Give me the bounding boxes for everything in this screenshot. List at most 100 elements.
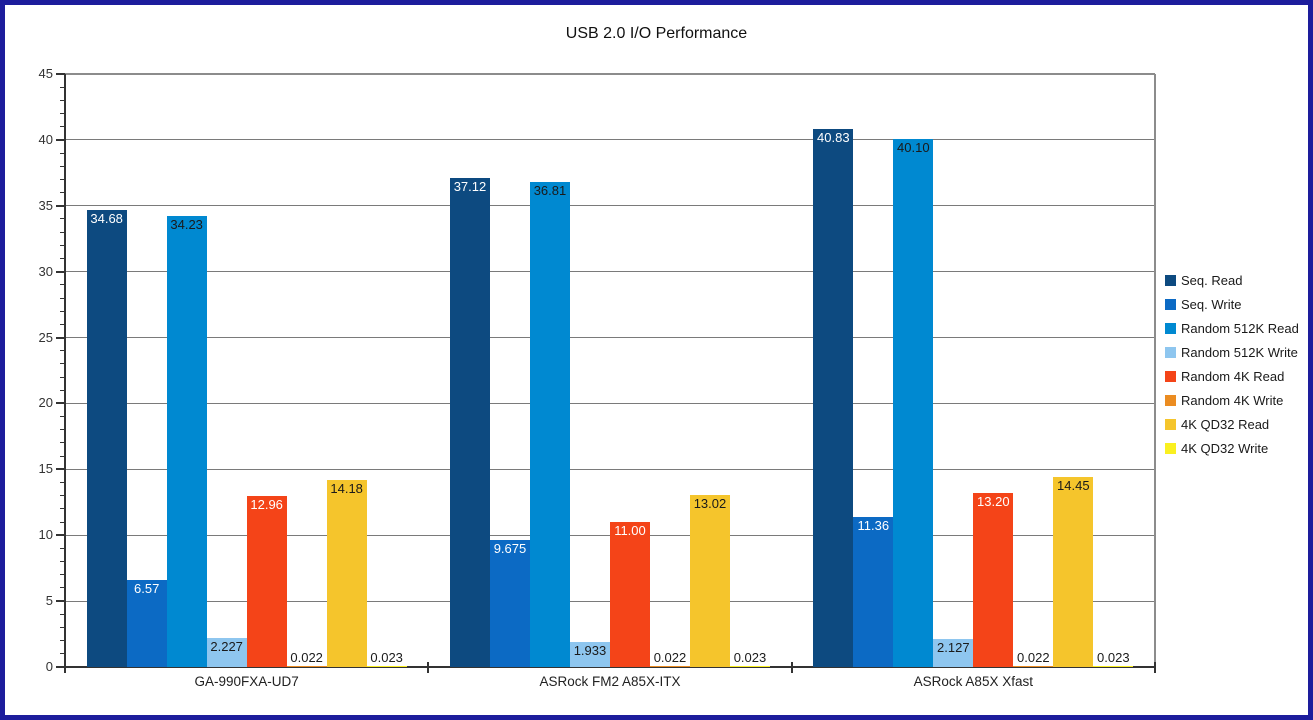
legend-swatch bbox=[1165, 322, 1176, 334]
bar-value-label: 2.227 bbox=[210, 638, 243, 654]
y-major-tick-mark bbox=[56, 270, 65, 273]
bar-value-label: 11.00 bbox=[614, 523, 646, 539]
y-minor-tick-mark bbox=[60, 126, 65, 128]
bar-value-label: 36.81 bbox=[533, 182, 567, 198]
x-axis-tick-mark bbox=[427, 662, 430, 673]
bar-value-label: 0.023 bbox=[1097, 650, 1130, 665]
bar-value-label: 1.933 bbox=[573, 642, 607, 658]
bar-random-4k-read: 13.20 bbox=[973, 493, 1014, 667]
bar-random-4k-read: 12.96 bbox=[246, 496, 287, 667]
y-tick-label: 40 bbox=[38, 131, 53, 147]
legend: Seq. Read Seq. Write Random 512K Read Rando… bbox=[1165, 268, 1299, 460]
plot-area: 34.68 6.57 34.23 2.227 12.96 0.022 14.18 0.023 3… bbox=[64, 73, 1156, 668]
bar-value-label: 13.02 bbox=[693, 496, 727, 512]
y-minor-tick-mark bbox=[60, 482, 65, 483]
gridline bbox=[65, 468, 1155, 470]
plot-border-top bbox=[65, 73, 1155, 75]
y-tick-label: 25 bbox=[38, 329, 53, 345]
y-minor-tick-mark bbox=[60, 165, 65, 167]
bar-value-label: 12.96 bbox=[250, 497, 283, 513]
bar-value-label: 2.127 bbox=[937, 639, 970, 655]
bar-value-label: 34.23 bbox=[170, 216, 203, 232]
bar-random-512k-write: 2.227 bbox=[206, 637, 247, 667]
bar-4k-qd32-read: 14.45 bbox=[1053, 476, 1094, 667]
category-label: GA-990FXA-UD7 bbox=[194, 674, 299, 689]
bar-value-label: 40.10 bbox=[897, 139, 930, 155]
gridline bbox=[65, 337, 1155, 339]
y-minor-tick-mark bbox=[60, 284, 65, 286]
legend-item: Random 512K Write bbox=[1165, 340, 1299, 364]
bar-value-label: 13.20 bbox=[977, 494, 1010, 510]
y-minor-tick-mark bbox=[60, 323, 65, 325]
category-group: 40.83 11.36 40.10 2.127 13.20 0.022 14.45 0.023 bbox=[792, 74, 1155, 667]
y-minor-tick-mark bbox=[60, 495, 65, 497]
gridline bbox=[65, 402, 1155, 404]
bar-seq-write: 9.675 bbox=[489, 539, 530, 667]
gridline bbox=[65, 271, 1155, 273]
legend-item: 4K QD32 Write bbox=[1165, 436, 1299, 460]
bar-random-512k-write: 1.933 bbox=[569, 641, 610, 667]
bar-4k-qd32-read: 14.18 bbox=[326, 480, 367, 667]
y-minor-tick-mark bbox=[60, 653, 65, 655]
y-minor-tick-mark bbox=[60, 192, 65, 194]
x-axis-tick-mark bbox=[64, 662, 66, 673]
legend-swatch bbox=[1165, 346, 1176, 358]
category-label: ASRock A85X Xfast bbox=[913, 674, 1033, 689]
y-minor-tick-mark bbox=[60, 99, 65, 101]
legend-swatch bbox=[1165, 298, 1176, 310]
y-tick-label: 15 bbox=[38, 461, 53, 477]
y-minor-tick-mark bbox=[60, 561, 65, 563]
y-minor-tick-mark bbox=[60, 310, 65, 312]
y-tick-label: 10 bbox=[38, 527, 53, 543]
plot-border-right bbox=[1154, 74, 1156, 667]
y-major-tick-mark bbox=[56, 468, 65, 471]
legend-swatch bbox=[1165, 274, 1176, 286]
legend-label: 4K QD32 Read bbox=[1181, 416, 1270, 432]
y-minor-tick-mark bbox=[60, 547, 65, 549]
legend-label: Random 512K Read bbox=[1181, 320, 1299, 336]
bar-random-4k-write: 0.022 bbox=[649, 650, 690, 667]
y-minor-tick-mark bbox=[60, 626, 65, 628]
y-major-tick-mark bbox=[56, 402, 65, 405]
y-major-tick-mark bbox=[56, 204, 65, 207]
legend-swatch bbox=[1165, 418, 1176, 430]
bar-value-label: 0.022 bbox=[290, 650, 323, 665]
bar-value-label: 34.68 bbox=[90, 211, 123, 226]
category-group: 34.68 6.57 34.23 2.227 12.96 0.022 14.18 0.023 bbox=[65, 74, 428, 667]
y-tick-label: 35 bbox=[38, 197, 53, 213]
bar-seq-write: 11.36 bbox=[853, 517, 894, 667]
y-minor-tick-mark bbox=[60, 152, 65, 154]
bar-seq-write: 6.57 bbox=[126, 580, 167, 667]
bar-value-label: 0.022 bbox=[1017, 650, 1050, 665]
y-major-tick-mark bbox=[56, 138, 65, 141]
bar-4k-qd32-write: 0.023 bbox=[729, 650, 770, 667]
y-minor-tick-mark bbox=[60, 376, 65, 378]
bar-value-label: 0.023 bbox=[370, 650, 403, 665]
bar-value-label: 9.675 bbox=[493, 540, 527, 556]
y-major-tick-mark bbox=[56, 534, 65, 537]
bar-random-4k-read: 11.00 bbox=[609, 522, 650, 667]
y-minor-tick-mark bbox=[60, 350, 65, 352]
legend-swatch bbox=[1165, 442, 1176, 454]
y-minor-tick-mark bbox=[60, 613, 65, 615]
bar-random-4k-write: 0.022 bbox=[1013, 650, 1054, 667]
legend-item: Seq. Read bbox=[1165, 268, 1299, 292]
category-group: 37.12 9.675 36.81 1.933 11.00 0.022 13.02 0.023 bbox=[428, 74, 791, 667]
legend-item: Seq. Write bbox=[1165, 292, 1299, 316]
legend-label: Seq. Read bbox=[1181, 272, 1243, 288]
bar-random-512k-write: 2.127 bbox=[933, 638, 974, 667]
y-minor-tick-mark bbox=[60, 86, 65, 88]
y-minor-tick-mark bbox=[60, 574, 65, 576]
bar-value-label: 0.023 bbox=[733, 650, 767, 665]
y-major-tick-mark bbox=[56, 73, 65, 75]
y-minor-tick-mark bbox=[60, 363, 65, 365]
gridline bbox=[65, 205, 1155, 207]
legend-label: Random 4K Read bbox=[1181, 368, 1285, 384]
bar-4k-qd32-read: 13.02 bbox=[689, 495, 730, 667]
legend-item: Random 4K Write bbox=[1165, 388, 1299, 412]
x-axis-tick-mark bbox=[1154, 662, 1156, 673]
bar-random-512k-read: 36.81 bbox=[529, 181, 570, 667]
y-tick-label: 45 bbox=[38, 66, 53, 81]
bar-value-label: 14.45 bbox=[1057, 477, 1090, 493]
